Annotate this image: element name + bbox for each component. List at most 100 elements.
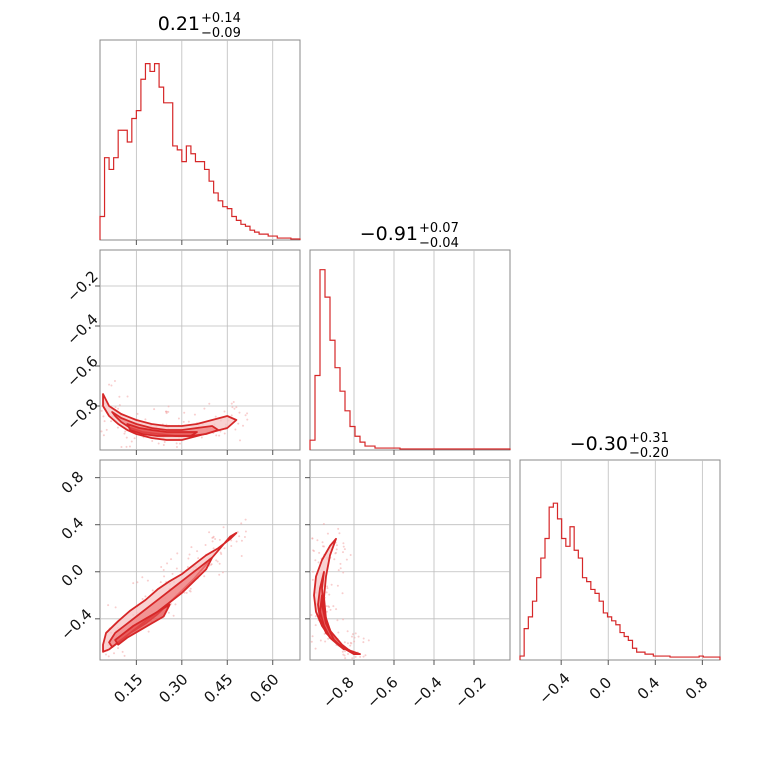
scatter-point [237, 422, 240, 425]
scatter-point [218, 573, 221, 576]
scatter-point [110, 420, 113, 423]
contour-inner [126, 423, 198, 437]
density-contours [102, 393, 238, 441]
scatter-point [350, 635, 353, 638]
scatter-point [314, 647, 317, 650]
scatter-point [189, 587, 192, 590]
xtick-label: −0.4 [535, 669, 573, 707]
scatter-point [126, 395, 129, 398]
scatter-point [230, 539, 233, 542]
scatter-point [240, 522, 243, 525]
scatter-point [141, 576, 144, 579]
scatter-point [354, 632, 357, 635]
panel-frame [99, 459, 301, 661]
ytick-label: −0.4 [57, 605, 95, 643]
scatter-point [367, 639, 370, 642]
scatter-point [103, 420, 106, 423]
scatter-point [167, 611, 170, 614]
scatter-point [342, 542, 345, 545]
scatter-point [244, 414, 247, 417]
panel-frame [309, 249, 511, 451]
scatter-point [344, 657, 347, 660]
scatter-point [342, 545, 345, 548]
scatter-point [160, 565, 163, 568]
scatter-point [242, 424, 245, 427]
scatter-point [218, 538, 221, 541]
title-plus-param1: +0.14 [201, 11, 241, 26]
panel-frame [99, 249, 301, 451]
scatter-point [203, 575, 206, 578]
scatter-point [107, 604, 110, 607]
scatter-point [174, 603, 177, 606]
scatter-point [175, 445, 178, 448]
title-median-param3: −0.30 [570, 433, 628, 455]
scatter-point [113, 380, 116, 383]
contour-inner [114, 603, 171, 646]
scatter-point [136, 412, 139, 415]
scatter-point [353, 636, 356, 639]
scatter-point [335, 544, 338, 547]
scatter-point [344, 650, 347, 653]
scatter-point [102, 415, 105, 418]
scatter-panel-param2-param3: −0.8 −0.6 −0.4 −0.2 [305, 459, 511, 712]
scatter-point [121, 650, 124, 653]
scatter-point [144, 595, 147, 598]
scatter-point [185, 591, 188, 594]
scatter-point [124, 430, 127, 433]
scatter-point [342, 618, 345, 621]
scatter-point [183, 411, 186, 414]
ytick-label: 0.4 [58, 514, 88, 544]
panel-frame [99, 39, 301, 241]
scatter-point [151, 439, 154, 442]
scatter-point [337, 631, 340, 634]
scatter-point [193, 413, 196, 416]
scatter-point [114, 606, 117, 609]
scatter-point [223, 410, 226, 413]
scatter-point [238, 535, 241, 538]
scatter-point [345, 558, 348, 561]
scatter-point [310, 640, 313, 643]
scatter-point [219, 430, 222, 433]
scatter-point [197, 557, 200, 560]
xtick-label: −0.8 [319, 673, 357, 711]
scatter-point [113, 652, 116, 655]
scatter-point [325, 591, 328, 594]
scatter-point [188, 553, 191, 556]
scatter-point [186, 565, 189, 568]
scatter-point [312, 549, 315, 552]
scatter-point [141, 598, 144, 601]
y-tick-labels: −0.2 −0.4 −0.6 −0.8 [63, 267, 101, 433]
scatter-point [347, 652, 350, 655]
scatter-point [342, 653, 345, 656]
xtick-label: −0.6 [363, 673, 401, 711]
scatter-point [196, 550, 199, 553]
scatter-point [214, 415, 217, 418]
scatter-point [244, 518, 247, 521]
histogram-line-param3 [519, 502, 721, 660]
scatter-point [222, 526, 225, 529]
scatter-point [165, 410, 168, 413]
scatter-point [321, 541, 324, 544]
scatter-point [128, 445, 131, 448]
scatter-point [339, 567, 342, 570]
ytick-label: −0.8 [63, 395, 101, 433]
scatter-point [343, 548, 346, 551]
scatter-point [311, 635, 314, 638]
panel-frame [309, 459, 511, 661]
scatter-point [234, 428, 237, 431]
scatter-point [183, 591, 186, 594]
scatter-point [187, 420, 190, 423]
scatter-point [230, 544, 233, 547]
scatter-point [216, 560, 219, 563]
scatter-point [210, 563, 213, 566]
title-minus-param3: −0.20 [629, 446, 669, 461]
scatter-panel-param1-param2: −0.2 −0.4 −0.6 −0.8 [63, 249, 301, 455]
xtick-label: −0.4 [407, 673, 445, 711]
xtick-label: 0.4 [634, 674, 664, 704]
scatter-point [162, 568, 165, 571]
scatter-point [218, 562, 221, 565]
scatter-point [208, 402, 211, 405]
histogram-panel-param3: −0.30 +0.31 −0.20 −0.4 0.0 0.4 0.8 [519, 431, 721, 708]
scatter-point [238, 439, 241, 442]
